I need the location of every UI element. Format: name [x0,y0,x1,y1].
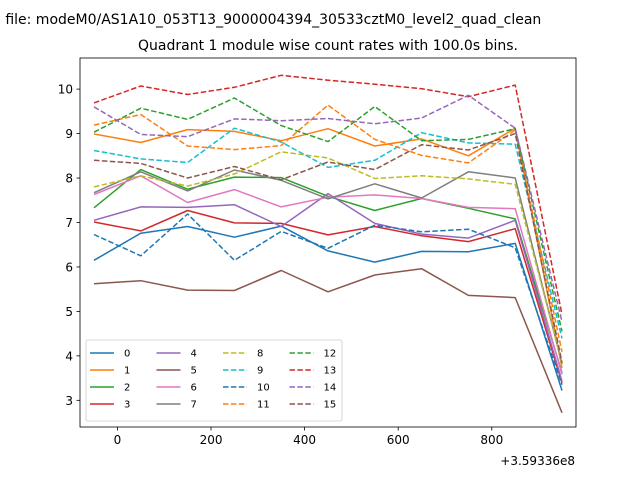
legend-label-14: 14 [324,383,337,394]
legend-label-13: 13 [324,366,337,377]
series-line-9 [93,127,563,339]
legend-label-3: 3 [124,400,130,411]
legend-label-4: 4 [191,349,197,360]
legend-label-6: 6 [191,383,197,394]
legend-label-9: 9 [257,366,263,377]
legend-label-12: 12 [324,349,337,360]
legend-label-0: 0 [124,349,130,360]
series-layer [93,74,563,414]
series-line-7 [93,169,563,365]
y-tick-label: 5 [65,305,73,319]
plot-frame [79,57,577,428]
series-line-0 [93,225,563,391]
y-tick-label: 4 [65,349,73,363]
legend-frame [85,339,343,422]
series-line-10 [93,213,563,386]
x-tick-label: 0 [114,433,122,447]
y-tick-label: 8 [65,172,73,186]
x-tick-label: 400 [293,433,316,447]
series-line-3 [93,209,563,384]
x-offset-label: +3.59336e8 [500,454,575,468]
legend-label-2: 2 [124,383,130,394]
series-line-5 [93,267,563,414]
series-line-8 [93,151,563,364]
legend-label-10: 10 [257,383,270,394]
chart-title: Quadrant 1 module wise count rates with … [138,38,518,54]
y-tick-label: 10 [58,83,73,97]
y-tick-label: 9 [65,127,73,141]
y-tick-label: 7 [65,216,73,230]
x-tick-label: 600 [387,433,410,447]
legend-label-5: 5 [191,366,197,377]
y-tick-label: 3 [65,394,73,408]
series-line-4 [93,192,563,382]
series-line-15 [93,132,563,363]
figure-suptitle: n file: modeM0/AS1A10_053T13_9000004394_… [0,12,541,28]
series-line-12 [93,97,563,332]
series-line-14 [93,94,563,322]
series-line-13 [93,74,563,315]
series-line-6 [93,175,563,375]
legend-label-8: 8 [257,349,263,360]
x-tick-label: 800 [480,433,503,447]
legend-label-11: 11 [257,400,270,411]
legend-label-15: 15 [324,400,337,411]
y-tick-label: 6 [65,260,73,274]
x-tick-label: 200 [200,433,223,447]
series-line-1 [93,127,563,369]
legend-label-7: 7 [191,400,197,411]
legend-label-1: 1 [124,366,130,377]
